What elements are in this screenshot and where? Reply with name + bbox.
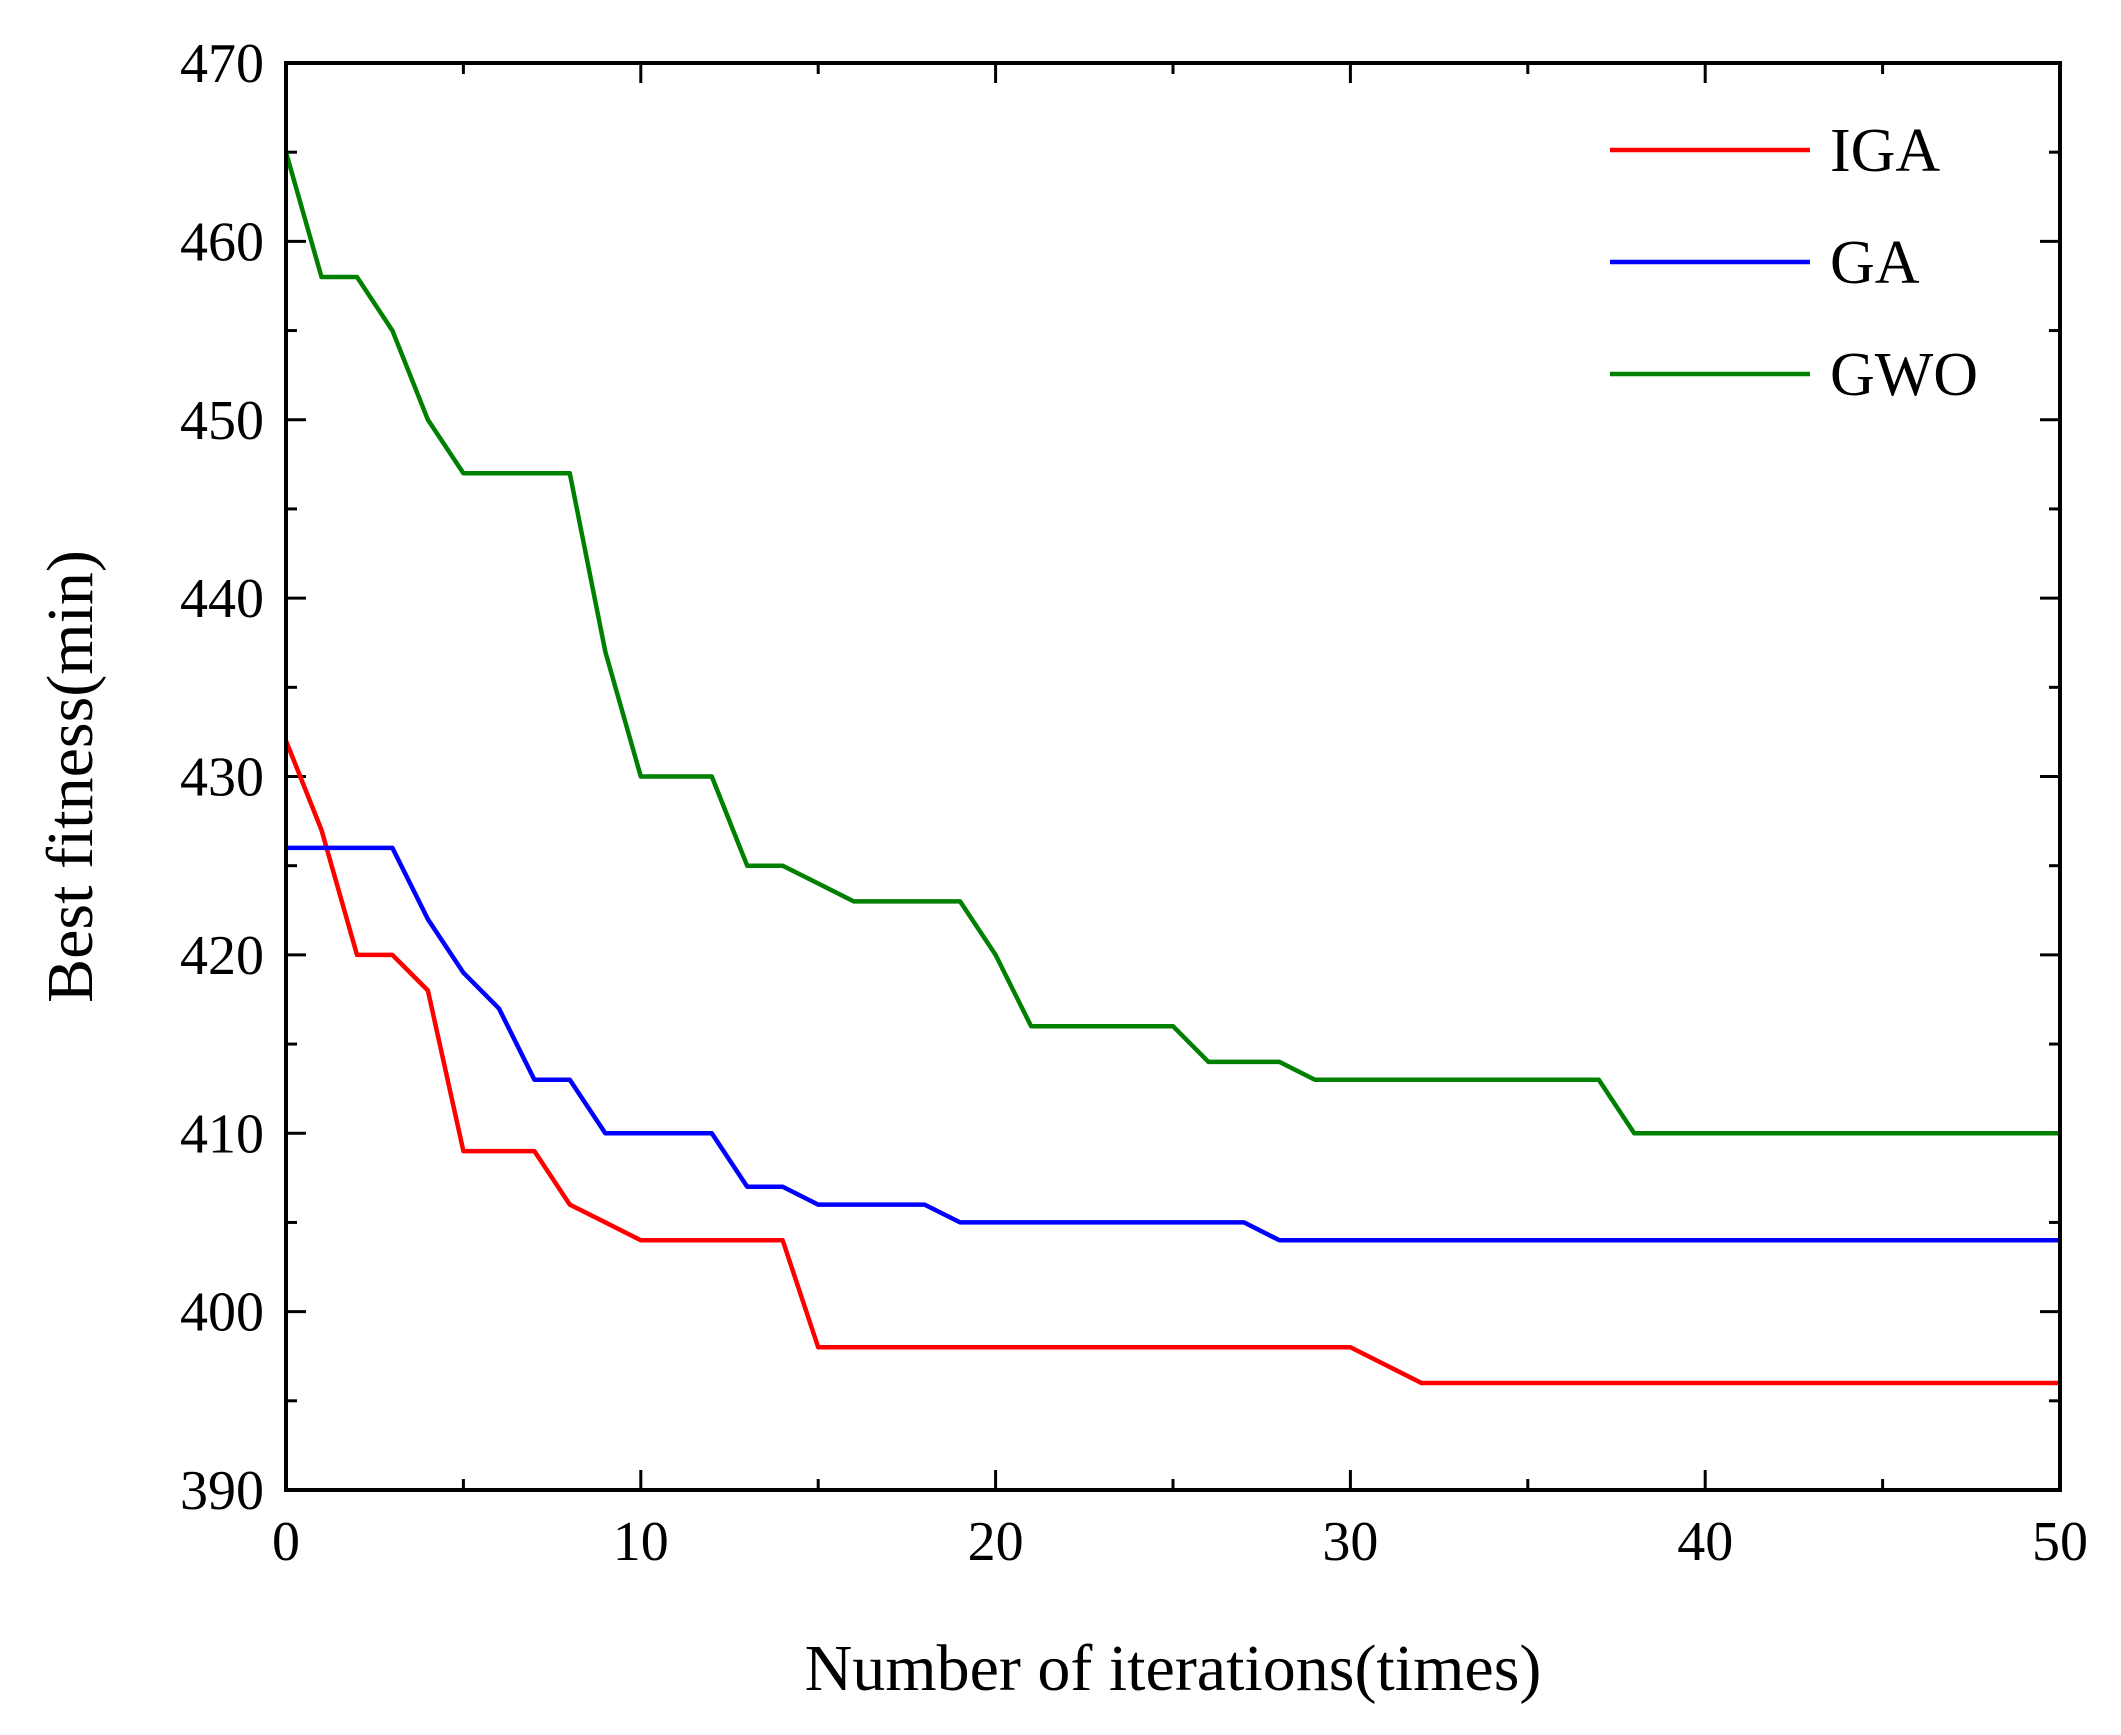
- series-line-gwo: [283, 151, 2060, 1136]
- x-tick-label: 40: [1677, 1511, 1733, 1573]
- y-tick-label: 470: [180, 33, 264, 95]
- series-line-iga: [283, 739, 2060, 1386]
- legend: IGA GA GWO: [1610, 117, 1978, 409]
- ticks-layer: [284, 61, 2062, 1492]
- legend-label-iga: IGA: [1830, 117, 1940, 185]
- legend-label-gwo: GWO: [1830, 341, 1978, 409]
- y-tick-label: 440: [180, 568, 264, 630]
- series-layer: [283, 151, 2060, 1386]
- x-tick-label: 10: [613, 1511, 669, 1573]
- y-tick-label: 410: [180, 1103, 264, 1165]
- y-tick-label: 400: [180, 1282, 264, 1344]
- legend-label-ga: GA: [1830, 229, 1920, 297]
- y-tick-label: 450: [180, 390, 264, 452]
- y-tick-label: 430: [180, 747, 264, 809]
- y-tick-label: 390: [180, 1460, 264, 1522]
- plot-frame: [284, 61, 2062, 1492]
- x-tick-label: 30: [1322, 1511, 1378, 1573]
- y-tick-label: 420: [180, 925, 264, 987]
- x-tick-label: 0: [272, 1511, 300, 1573]
- x-axis-title: Number of iterations(times): [805, 1632, 1542, 1705]
- labels-layer: 0 10 20 30 40 50 390 400 410 420 430 440 450 460 470: [180, 33, 2088, 1573]
- y-tick-label: 460: [180, 211, 264, 273]
- y-axis-title: Best fitness(min): [34, 550, 107, 1003]
- x-tick-label: 50: [2032, 1511, 2088, 1573]
- series-line-ga: [286, 845, 2060, 1243]
- x-tick-label: 20: [968, 1511, 1024, 1573]
